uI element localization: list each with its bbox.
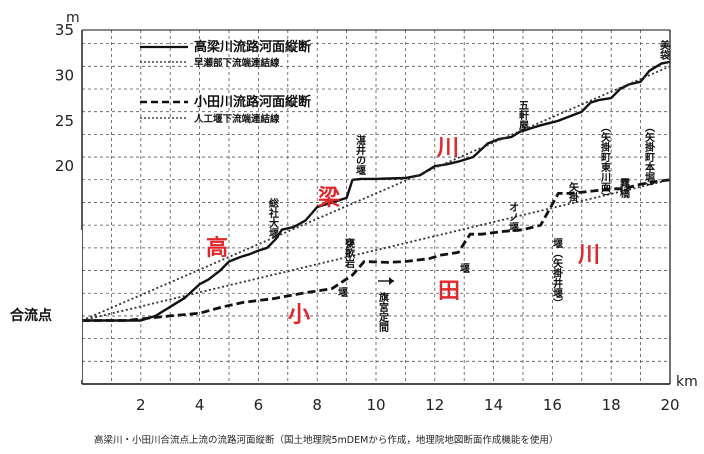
- label-taka: 高: [206, 235, 228, 261]
- grid: [82, 30, 670, 384]
- legend-label-oda: 小田川流路河面縦断: [194, 94, 311, 110]
- legend-label-takahashi: 高梁川流路河面縦断: [194, 39, 311, 55]
- y-tick-label: 20: [55, 157, 74, 175]
- label-da: 田: [438, 279, 460, 304]
- y-unit-label: m: [66, 10, 80, 26]
- legend-label-hayase: 早瀬部下流端連結線: [194, 57, 280, 69]
- label-hashi: 梁: [317, 186, 340, 211]
- y-tick-label: 30: [55, 66, 74, 84]
- x-tick-label: 16: [543, 396, 562, 414]
- legend-label-jinko: 人工堰下流端連結線: [194, 113, 280, 125]
- legend: 高梁川流路河面縦断 早瀬部下流端連結線 小田川流路河面縦断 人工堰下流端連結線: [140, 39, 311, 125]
- series-line-2: [81, 65, 671, 322]
- axes: [81, 29, 671, 385]
- annot-seki-2: 堰: [460, 262, 470, 275]
- annot-yakage-honbori: （矢掛町本堀）: [643, 122, 656, 192]
- x-tick-label: 20: [660, 396, 679, 414]
- annot-minagi: 美袋: [658, 39, 671, 61]
- annot-yakage-higashi: （矢掛町東川面）: [599, 122, 612, 202]
- x-tick-label: 2: [136, 396, 146, 414]
- x-tick-label: 8: [312, 396, 322, 414]
- label-kawa-1: 川: [436, 136, 459, 161]
- annot-sojaozeki: 総社大堰: [267, 197, 280, 238]
- annot-kiribashi: 霧橋: [618, 178, 630, 199]
- annot-hatamiya: 旗宮定間: [377, 291, 389, 333]
- annot-kamegaiwa: 甕歌岩: [343, 237, 356, 269]
- x-tick-label: 18: [602, 396, 621, 414]
- x-tick-label: 4: [195, 396, 205, 414]
- series-lines: [81, 60, 671, 322]
- arrow-head: [389, 277, 394, 285]
- label-ko: 小: [288, 303, 310, 328]
- figure-caption: 高梁川・小田川合流点上流の流路河面縦断（国土地理院5mDEMから作成，地理院地図…: [94, 434, 558, 446]
- annot-ono-seki: オノ堰: [507, 202, 519, 232]
- series-line-3: [82, 178, 671, 322]
- series-line-4: [81, 178, 671, 322]
- annot-yakage-iseki: 堰（矢掛井堰）: [551, 237, 564, 308]
- confluence-label: 合流点: [8, 303, 54, 327]
- x-tick-label: 12: [425, 396, 444, 414]
- label-kawa-2: 川: [577, 243, 600, 268]
- x-tick-label: 14: [484, 396, 503, 414]
- y-tick-label: 35: [55, 21, 74, 39]
- annot-yakage: 矢掛: [567, 181, 579, 203]
- series-line-1: [82, 60, 671, 322]
- x-unit-label: km: [676, 374, 698, 390]
- x-tick-label: 10: [366, 396, 385, 414]
- x-tick-label: 6: [254, 396, 264, 414]
- annot-tataino-seki: 湛井の堰: [354, 134, 366, 175]
- annot-seki-1: 堰: [338, 286, 348, 299]
- annot-gokenya: 五軒屋: [517, 100, 529, 131]
- tick-labels: 2 4 6 8 10 12 14 16 18 20 20 25 30 35: [55, 21, 680, 414]
- y-tick-label: 25: [55, 112, 74, 130]
